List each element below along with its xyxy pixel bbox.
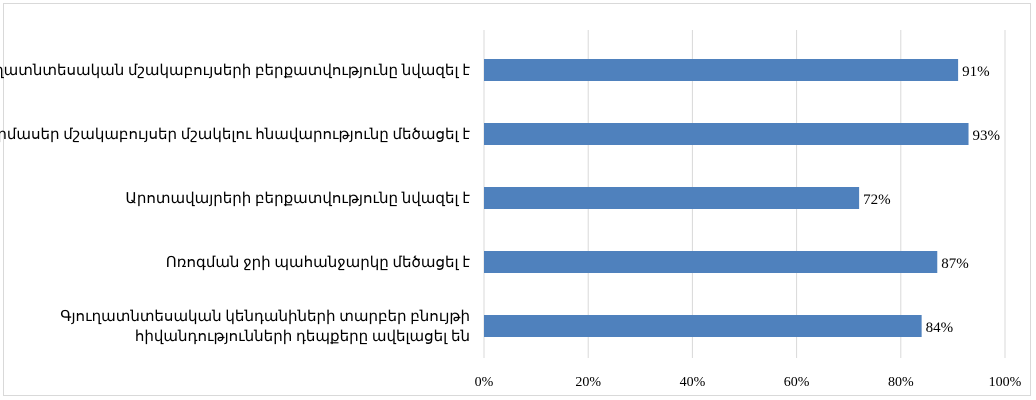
x-tick-label: 80% (888, 375, 914, 390)
bar (484, 315, 922, 337)
bars (484, 59, 969, 337)
x-tick-label: 20% (575, 375, 601, 390)
data-labels: 91% 93% 72% 87% 84% (863, 64, 1000, 336)
x-tick-label: 0% (475, 375, 494, 390)
x-tick-label: 40% (680, 375, 706, 390)
data-label: 87% (941, 256, 969, 272)
bar (484, 123, 969, 145)
data-label: 91% (962, 64, 990, 80)
x-axis-ticks: 0% 20% 40% 60% 80% 100% (475, 375, 1022, 390)
data-label: 72% (863, 192, 891, 208)
data-label: 93% (973, 128, 1001, 144)
x-tick-label: 60% (784, 375, 810, 390)
category-label: Գյուղատնտեսական մշակաբույսերի բերքատվութ… (0, 63, 470, 79)
category-labels: Գյուղատնտեսական մշակաբույսերի բերքատվութ… (0, 63, 470, 345)
category-label: Գյուղատնտեսական կենդանիների տարբեր բնույ… (60, 309, 470, 345)
bar (484, 59, 959, 81)
category-label: Ջերմասեր մշակաբույսեր մշակելու հնավարութ… (0, 127, 470, 143)
x-tick-label: 100% (989, 375, 1022, 390)
category-label: Ոռոգման ջրի պահանջարկը մեծացել է (166, 255, 471, 271)
bar (484, 251, 938, 273)
data-label: 84% (926, 320, 954, 336)
category-label: Արոտավայրերի բերքատվությունը նվազել է (125, 191, 470, 207)
gridlines (483, 30, 1006, 358)
bar (484, 187, 860, 209)
